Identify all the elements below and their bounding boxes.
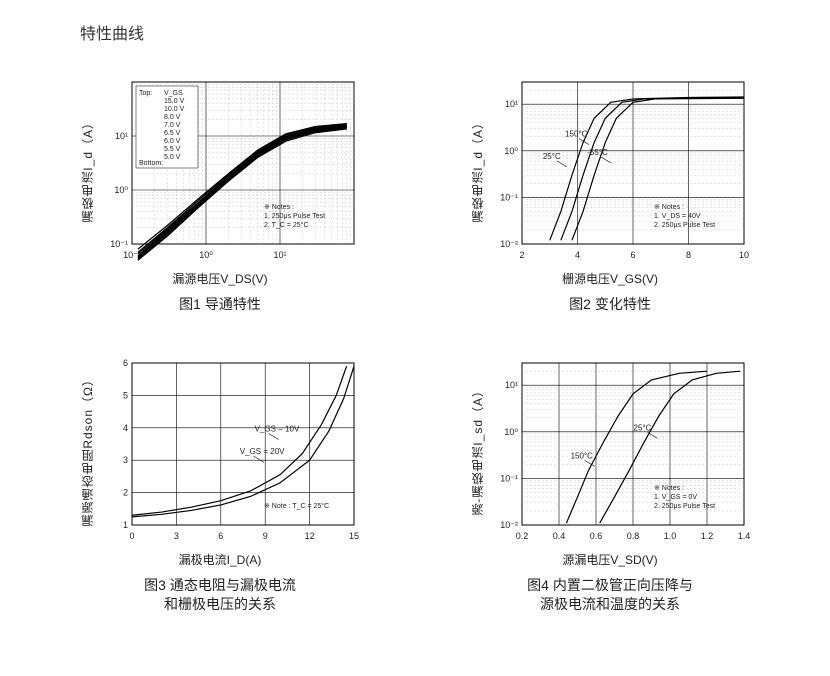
svg-text:10: 10	[738, 250, 748, 260]
chart3-svg: 03691215123456V_GS = 10VV_GS = 20V※ Note…	[102, 355, 362, 545]
svg-text:1: 1	[122, 520, 127, 530]
svg-text:6.0 V: 6.0 V	[164, 138, 181, 145]
chart2-caption: 图2 变化特性	[569, 295, 651, 315]
svg-text:10¹: 10¹	[273, 250, 286, 260]
chart1-xlabel: 漏源电压V_DS(V)	[172, 270, 267, 287]
svg-text:5: 5	[122, 390, 127, 400]
svg-text:※ Notes :: ※ Notes :	[654, 204, 684, 211]
svg-text:6: 6	[122, 358, 127, 368]
svg-text:※ Note : T_C = 25°C: ※ Note : T_C = 25°C	[264, 502, 329, 510]
chart1-ylabel: 漏极电流I_d（A）	[79, 116, 96, 223]
svg-text:10⁻²: 10⁻²	[500, 239, 518, 249]
svg-text:3: 3	[173, 531, 178, 541]
svg-text:10¹: 10¹	[114, 131, 127, 141]
svg-text:15.0 V: 15.0 V	[164, 98, 185, 105]
svg-text:10⁻¹: 10⁻¹	[500, 192, 518, 202]
svg-text:0.2: 0.2	[515, 531, 528, 541]
svg-text:1. 250μs Pulse Test: 1. 250μs Pulse Test	[264, 213, 325, 220]
chart2-svg: 2 4 6 8 10 10⁻² 10⁻¹ 10⁰ 10¹ 150°C 25°C -55°C ※ Note…	[492, 74, 752, 264]
svg-text:2: 2	[519, 250, 524, 260]
svg-text:4: 4	[574, 250, 579, 260]
svg-text:10⁰: 10⁰	[504, 426, 518, 436]
svg-text:0.8: 0.8	[626, 531, 639, 541]
svg-text:0: 0	[129, 531, 134, 541]
svg-text:V_GS = 20V: V_GS = 20V	[239, 447, 284, 456]
chart1-svg: 10⁻¹10⁰10¹10⁻¹10⁰10¹※ Notes :1. 250μs Pu…	[102, 74, 362, 264]
svg-text:Top:: Top:	[139, 90, 152, 97]
svg-text:8: 8	[685, 250, 690, 260]
svg-text:10⁻¹: 10⁻¹	[500, 473, 518, 483]
svg-text:25°C: 25°C	[633, 423, 651, 432]
svg-text:10⁰: 10⁰	[504, 146, 518, 156]
svg-text:V_GS: V_GS	[164, 90, 183, 97]
svg-text:1.0: 1.0	[663, 531, 676, 541]
page-title: 特性曲线	[80, 20, 790, 44]
svg-text:25°C: 25°C	[542, 152, 560, 161]
chart4-xlabel: 源漏电压V_SD(V)	[562, 551, 657, 568]
svg-text:10.0 V: 10.0 V	[164, 106, 185, 113]
chart2-ylabel: 漏极电流I_d（A）	[469, 116, 486, 223]
svg-text:150°C: 150°C	[570, 451, 593, 460]
chart4-caption: 图4 内置二极管正向压降与源极电流和温度的关系	[527, 576, 693, 615]
svg-text:8.0 V: 8.0 V	[164, 114, 181, 121]
svg-text:2. 250μs Pulse Test: 2. 250μs Pulse Test	[654, 222, 715, 229]
svg-text:10⁰: 10⁰	[199, 250, 213, 260]
svg-text:2. T_C = 25°C: 2. T_C = 25°C	[264, 221, 309, 229]
svg-text:6: 6	[630, 250, 635, 260]
svg-text:2. 250μs Pulse Test: 2. 250μs Pulse Test	[654, 503, 715, 510]
chart3-xlabel: 漏极电流I_D(A)	[179, 551, 262, 568]
svg-text:2: 2	[122, 487, 127, 497]
svg-text:0.6: 0.6	[589, 531, 602, 541]
svg-text:1.2: 1.2	[700, 531, 713, 541]
svg-text:1. V_DS = 40V: 1. V_DS = 40V	[654, 213, 701, 220]
chart4-svg: 0.2 0.4 0.6 0.8 1.0 1.2 1.4 10⁻² 10⁻¹ 10⁰ 10¹ 150°C…	[492, 355, 752, 545]
svg-text:12: 12	[304, 531, 314, 541]
svg-text:7.0 V: 7.0 V	[164, 122, 181, 129]
svg-text:Bottom:: Bottom:	[139, 160, 163, 167]
chart2-panel: 漏极电流I_d（A） 2 4 6 8 10 10⁻² 10⁻¹ 10⁰ 10¹ 150°C 25°C…	[450, 74, 770, 315]
chart2-xlabel: 栅源电压V_GS(V)	[562, 270, 658, 287]
svg-text:6: 6	[218, 531, 223, 541]
chart3-ylabel: 漏源通态电阻Rdson（Ω）	[79, 373, 96, 527]
svg-text:10⁰: 10⁰	[114, 185, 128, 195]
svg-text:5.0 V: 5.0 V	[164, 154, 181, 161]
svg-text:9: 9	[262, 531, 267, 541]
chart-grid: 漏极电流I_d（A） 10⁻¹ 10⁰ 10¹ 10⁻¹ 10⁰ 10¹ ※ Notes :…	[40, 74, 790, 615]
svg-text:-55°C: -55°C	[587, 148, 608, 157]
chart4-panel: 源-漏极电流I_sd（A） 0.2 0.4 0.6 0.8 1.0 1.2 1.4 10⁻² 1…	[450, 355, 770, 615]
svg-text:5.5 V: 5.5 V	[164, 146, 181, 153]
svg-text:10⁻²: 10⁻²	[500, 520, 518, 530]
svg-text:4: 4	[122, 422, 127, 432]
svg-text:15: 15	[348, 531, 358, 541]
svg-text:0.4: 0.4	[552, 531, 565, 541]
svg-text:150°C: 150°C	[565, 130, 588, 139]
svg-text:10¹: 10¹	[504, 99, 517, 109]
chart4-ylabel: 源-漏极电流I_sd（A）	[469, 384, 486, 516]
svg-text:10¹: 10¹	[504, 380, 517, 390]
svg-text:1.4: 1.4	[737, 531, 750, 541]
svg-text:V_GS = 10V: V_GS = 10V	[254, 424, 299, 433]
chart3-caption: 图3 通态电阻与漏极电流和栅极电压的关系	[144, 576, 296, 615]
chart3-panel: 漏源通态电阻Rdson（Ω） 03691215123456V_GS = 10VV…	[60, 355, 380, 615]
svg-text:※ Notes :: ※ Notes :	[654, 485, 684, 492]
svg-text:※ Notes :: ※ Notes :	[264, 204, 294, 211]
svg-text:6.5 V: 6.5 V	[164, 130, 181, 137]
svg-text:1. V_GS = 0V: 1. V_GS = 0V	[654, 494, 697, 501]
svg-text:10⁻¹: 10⁻¹	[110, 239, 128, 249]
chart1-panel: 漏极电流I_d（A） 10⁻¹10⁰10¹10⁻¹10⁰10¹※ Notes :…	[60, 74, 380, 315]
svg-text:3: 3	[122, 455, 127, 465]
chart1-caption: 图1 导通特性	[179, 295, 261, 315]
